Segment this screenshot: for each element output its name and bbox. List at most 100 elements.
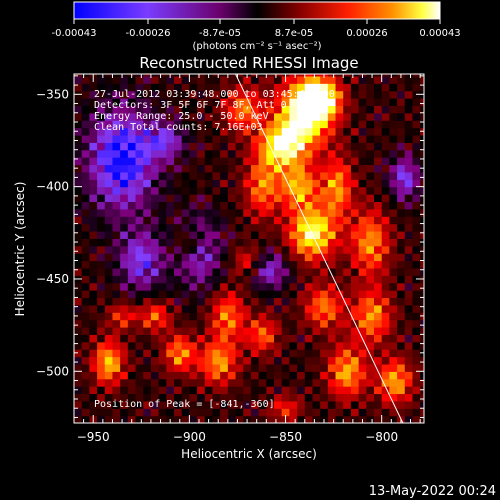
- heatmap-cell: [97, 378, 106, 387]
- heatmap-cell: [89, 408, 98, 417]
- heatmap-cell: [158, 393, 167, 402]
- heatmap-cell: [327, 245, 337, 254]
- heatmap-cell: [327, 267, 337, 276]
- heatmap-cell: [374, 312, 383, 321]
- heatmap-cell: [281, 319, 290, 328]
- heatmap-cell: [104, 319, 114, 328]
- heatmap-cell: [358, 304, 367, 313]
- heatmap-cell: [304, 386, 314, 395]
- heatmap-cell: [220, 319, 229, 328]
- heatmap-cell: [150, 260, 160, 269]
- heatmap-cell: [204, 371, 214, 380]
- heatmap-cell: [327, 127, 337, 136]
- heatmap-cell: [281, 393, 290, 402]
- heatmap-cell: [374, 349, 383, 358]
- heatmap-cell: [350, 341, 360, 350]
- heatmap-cell: [366, 267, 375, 276]
- heatmap-cell: [227, 105, 237, 114]
- heatmap-cell: [189, 275, 198, 284]
- heatmap-cell: [227, 134, 237, 143]
- heatmap-cell: [258, 157, 267, 166]
- heatmap-cell: [358, 371, 367, 380]
- heatmap-cell: [212, 378, 221, 387]
- plot-frame: [73, 73, 425, 424]
- heatmap-cell: [89, 186, 98, 195]
- heatmap-cell: [120, 230, 129, 239]
- heatmap-cell: [258, 319, 267, 328]
- heatmap-cell: [74, 356, 83, 365]
- heatmap-cell: [204, 267, 214, 276]
- heatmap-cell: [174, 127, 183, 136]
- y-tick-label: −350: [36, 87, 69, 101]
- heatmap-cell: [397, 171, 406, 180]
- heatmap-cell: [404, 400, 414, 409]
- heatmap-cell: [166, 349, 175, 358]
- heatmap-cell: [258, 245, 267, 254]
- heatmap-cell: [266, 334, 275, 343]
- heatmap-cell: [243, 393, 252, 402]
- heatmap-cell: [412, 297, 421, 306]
- heatmap-cell: [258, 393, 267, 402]
- heatmap-cell: [189, 297, 198, 306]
- heatmap-cell: [327, 275, 337, 284]
- heatmap-cell: [120, 275, 129, 284]
- heatmap-cell: [74, 171, 83, 180]
- heatmap-cell: [397, 349, 406, 358]
- heatmap-cell: [327, 216, 337, 225]
- heatmap-cell: [197, 98, 206, 106]
- heatmap-cell: [104, 304, 114, 313]
- heatmap-cell: [320, 253, 329, 262]
- heatmap-cell: [74, 194, 83, 203]
- heatmap-cell: [74, 297, 83, 306]
- footer-timestamp: 13-May-2022 00:24: [369, 484, 496, 499]
- heatmap-cell: [243, 142, 252, 151]
- heatmap-cell: [112, 157, 121, 166]
- heatmap-cell: [174, 378, 183, 387]
- heatmap-cell: [397, 245, 406, 254]
- heatmap-cell: [143, 194, 152, 203]
- heatmap-cell: [312, 260, 321, 269]
- heatmap-cell: [227, 326, 237, 335]
- heatmap-cell: [143, 297, 152, 306]
- heatmap-cell: [174, 260, 183, 269]
- heatmap-cell: [412, 127, 421, 136]
- heatmap-cell: [289, 326, 298, 335]
- heatmap-cell: [304, 194, 314, 203]
- heatmap-cell: [404, 297, 414, 306]
- heatmap-cell: [335, 245, 344, 254]
- heatmap-cell: [412, 415, 421, 423]
- heatmap-cell: [366, 83, 375, 92]
- heatmap-cell: [158, 98, 167, 106]
- heatmap-cell: [235, 149, 244, 158]
- heatmap-cell: [127, 245, 137, 254]
- heatmap-cell: [389, 127, 398, 136]
- heatmap-cell: [381, 400, 390, 409]
- heatmap-cell: [358, 386, 367, 395]
- y-tick-label: −450: [36, 272, 69, 286]
- heatmap-cell: [143, 393, 152, 402]
- heatmap-cell: [235, 230, 244, 239]
- heatmap-cell: [158, 208, 167, 217]
- heatmap-cell: [320, 371, 329, 380]
- heatmap-cell: [74, 186, 83, 195]
- heatmap-cell: [204, 282, 214, 291]
- heatmap-cell: [197, 83, 206, 92]
- heatmap-cell: [235, 194, 244, 203]
- heatmap-cell: [404, 363, 414, 372]
- heatmap-cell: [143, 267, 152, 276]
- heatmap-cell: [158, 334, 167, 343]
- heatmap-cell: [350, 98, 360, 106]
- heatmap-cell: [297, 275, 306, 284]
- heatmap-cell: [250, 319, 260, 328]
- heatmap-cell: [150, 112, 160, 121]
- heatmap-cell: [412, 186, 421, 195]
- heatmap-cell: [74, 112, 83, 121]
- heatmap-cell: [127, 171, 137, 180]
- heatmap-cell: [297, 304, 306, 313]
- y-axis-label: Heliocentric Y (arcsec): [13, 182, 27, 317]
- heatmap-cell: [281, 349, 290, 358]
- heatmap-cell: [335, 378, 344, 387]
- heatmap-cell: [189, 334, 198, 343]
- heatmap-cell: [227, 164, 237, 173]
- heatmap-cell: [204, 127, 214, 136]
